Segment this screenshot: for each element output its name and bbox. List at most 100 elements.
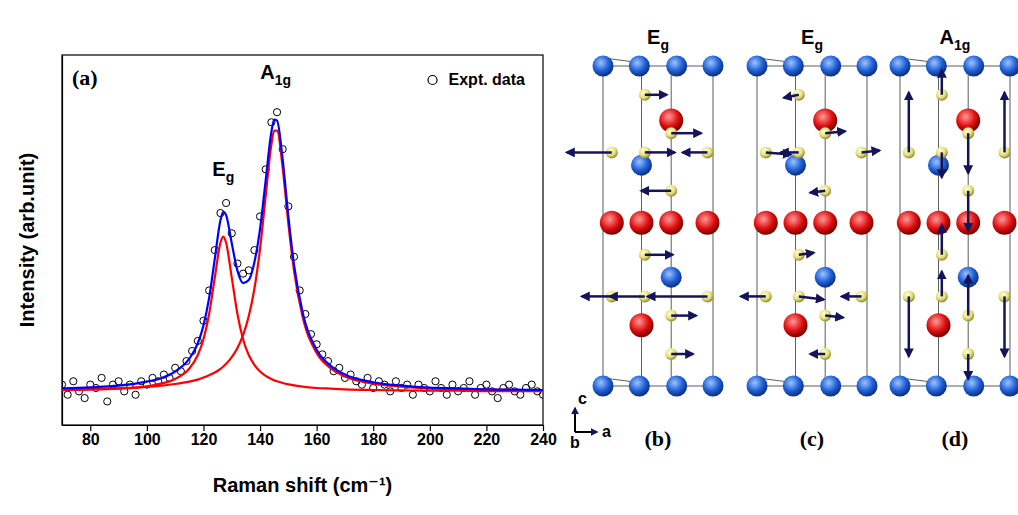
atom-blue xyxy=(629,56,650,77)
atom-blue xyxy=(783,56,804,77)
atom-blue xyxy=(666,376,687,397)
plot-frame xyxy=(62,55,543,425)
mode-title-base: E xyxy=(801,26,814,48)
displacement-arrow xyxy=(641,190,671,193)
atom-blue xyxy=(926,56,947,77)
atom-red xyxy=(630,313,654,337)
displacement-arrow xyxy=(941,70,944,95)
unit-cell-edge xyxy=(900,386,1010,387)
atom-blue xyxy=(629,376,650,397)
y-axis-line xyxy=(62,56,63,426)
data-point xyxy=(132,391,139,398)
peak-label-sub: g xyxy=(226,169,235,185)
panel-label: (c) xyxy=(800,426,824,451)
displacement-arrow xyxy=(781,151,799,154)
atom-blue xyxy=(1000,376,1018,397)
atom-red xyxy=(993,211,1017,235)
x-tick: 80 xyxy=(82,425,100,448)
atom-red xyxy=(754,211,778,235)
panel-label: (b) xyxy=(645,426,672,451)
data-point xyxy=(223,199,230,206)
atom-blue xyxy=(815,267,836,288)
unit-cell-edge xyxy=(757,66,867,67)
data-point xyxy=(539,391,543,398)
axis-arrow xyxy=(575,431,597,433)
legend: Expt. data xyxy=(428,71,525,88)
atom-blue xyxy=(631,155,652,176)
atom-red xyxy=(784,211,808,235)
y-axis xyxy=(62,56,63,426)
fit-curve xyxy=(62,120,543,390)
data-point xyxy=(528,381,535,388)
displacement-arrow xyxy=(862,150,880,152)
x-tick: 100 xyxy=(134,425,161,448)
x-tick-mark xyxy=(317,425,318,431)
x-tick-label: 120 xyxy=(191,431,218,448)
x-tick-label: 240 xyxy=(530,431,557,448)
x-axis-line xyxy=(63,425,544,426)
atom-blue xyxy=(785,155,806,176)
data-point xyxy=(81,394,88,401)
displacement-arrow xyxy=(741,295,766,298)
displacement-arrow xyxy=(582,295,612,298)
displacement-arrow xyxy=(842,295,862,298)
data-point xyxy=(471,391,478,398)
data-point xyxy=(443,391,450,398)
displacement-arrow xyxy=(567,151,612,154)
data-point xyxy=(104,398,111,405)
atom-blue xyxy=(963,56,984,77)
x-tick-mark xyxy=(147,425,148,431)
x-tick-mark xyxy=(203,425,204,431)
displacement-arrow xyxy=(941,225,944,255)
scatter-series xyxy=(62,109,543,405)
displacement-arrow xyxy=(799,253,814,255)
data-point xyxy=(387,388,394,395)
atom-red xyxy=(659,211,683,235)
displacement-arrow xyxy=(683,151,708,154)
x-tick: 220 xyxy=(474,425,501,448)
atom-blue xyxy=(857,376,878,397)
x-tick-label: 180 xyxy=(360,431,387,448)
peak-label: A1g xyxy=(260,61,291,88)
x-tick-mark xyxy=(373,425,374,431)
x-axis-title: Raman shift (cm⁻¹) xyxy=(213,474,392,496)
atom-blue xyxy=(703,56,724,77)
y-axis-title: Intensity (arb.unit) xyxy=(16,153,38,327)
x-tick-label: 140 xyxy=(247,431,274,448)
displacement-arrow xyxy=(784,95,799,98)
data-point xyxy=(483,381,490,388)
peak-label-base: E xyxy=(212,158,225,180)
displacement-arrow xyxy=(825,316,843,318)
x-tick-label: 160 xyxy=(304,431,331,448)
x-tick: 200 xyxy=(417,425,444,448)
atom-red xyxy=(696,211,720,235)
displacement-arrow xyxy=(825,131,845,133)
plot-marks xyxy=(62,109,543,405)
atom-red xyxy=(813,211,837,235)
mode-title: Eg xyxy=(647,26,669,53)
atom-red xyxy=(927,211,951,235)
x-tick-mark xyxy=(90,425,91,431)
structure-panel xyxy=(890,56,1018,397)
displacement-arrow xyxy=(908,92,911,152)
displacement-arrow xyxy=(967,133,970,173)
data-point xyxy=(64,391,71,398)
atom-blue xyxy=(747,376,768,397)
axis-name: c xyxy=(578,390,587,407)
peak-label-base: A xyxy=(260,61,274,83)
x-tick-mark xyxy=(430,425,431,431)
fit-curve xyxy=(62,131,543,391)
atom-red xyxy=(927,313,951,337)
x-axis: 80 100 120 140 160 180 200 220 240 xyxy=(63,425,557,448)
data-point xyxy=(409,391,416,398)
mode-title: Eg xyxy=(801,26,823,53)
atom-red xyxy=(630,211,654,235)
panel-label: (d) xyxy=(942,426,969,451)
atom-blue xyxy=(666,56,687,77)
x-tick: 180 xyxy=(360,425,387,448)
displacement-arrow xyxy=(810,353,825,356)
atom-blue xyxy=(593,56,614,77)
displacement-arrow xyxy=(610,295,645,298)
mode-title: A1g xyxy=(940,26,971,53)
peak-label: Eg xyxy=(212,158,234,185)
